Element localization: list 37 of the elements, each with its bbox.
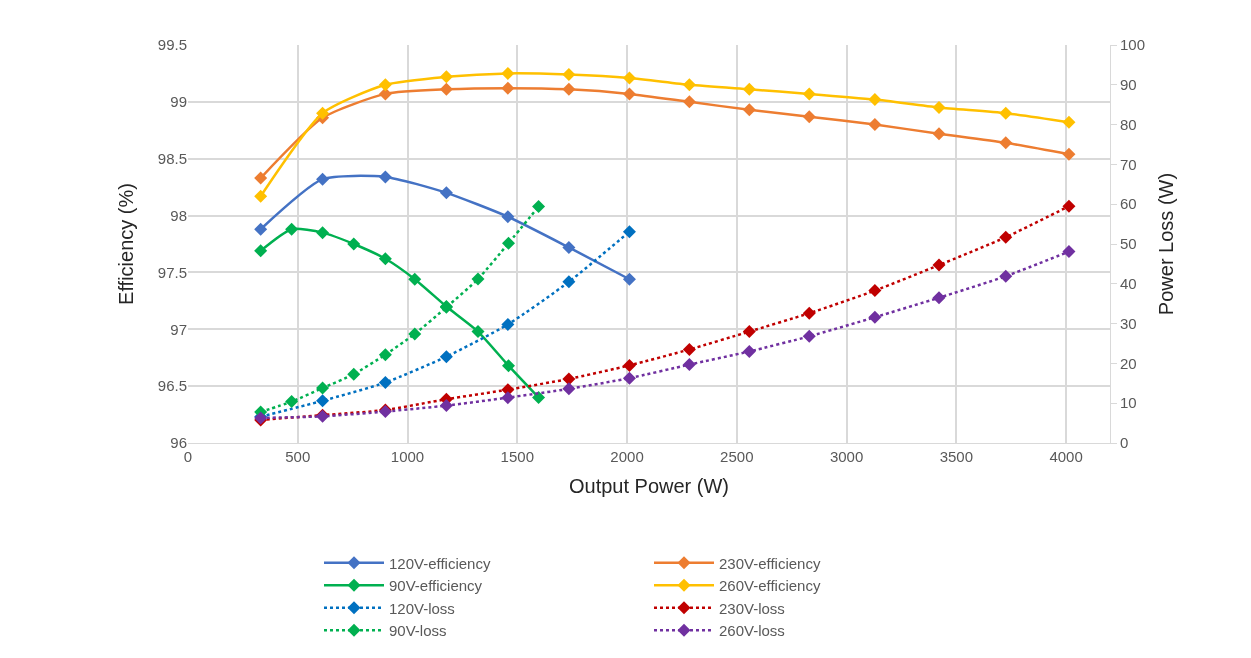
- y2-tick-label: 100: [1120, 36, 1146, 54]
- legend-label: 90V-loss: [389, 622, 447, 640]
- y2-tick-label: 20: [1120, 354, 1137, 372]
- legend-label: 260V-loss: [719, 622, 785, 640]
- legend-label: 260V-efficiency: [719, 577, 821, 595]
- legend-label: 230V-loss: [719, 599, 785, 617]
- y2-tick-label: 70: [1120, 155, 1137, 173]
- y-tick-label: 99: [170, 93, 187, 111]
- legend-label: 120V-loss: [389, 599, 455, 617]
- x-tick-label: 3000: [829, 448, 864, 465]
- x-tick-label: 500: [285, 448, 311, 465]
- x-tick-label: 2500: [720, 448, 754, 465]
- y-tick-label: 96.5: [157, 377, 187, 395]
- x-tick-label: 4000: [1049, 448, 1083, 465]
- y-tick-label: 99.5: [157, 36, 187, 54]
- y2-tick-label: 60: [1120, 195, 1137, 213]
- x-tick-label: 2000: [610, 448, 644, 465]
- y2-tick-label: 0: [1120, 434, 1129, 452]
- y2-tick-label: 50: [1120, 235, 1137, 253]
- x-axis-title: Output Power (W): [568, 474, 730, 497]
- legend-label: 230V-efficiency: [719, 554, 821, 572]
- y-tick-label: 98.5: [157, 149, 187, 167]
- y-tick-label: 98: [170, 206, 187, 224]
- legend-label: 120V-efficiency: [389, 554, 491, 572]
- x-tick-label: 1000: [390, 448, 425, 465]
- y-tick-label: 97: [170, 320, 187, 338]
- y2-tick-label: 80: [1120, 115, 1137, 133]
- x-tick-label: 3500: [939, 448, 974, 465]
- legend-label: 90V-efficiency: [389, 577, 483, 595]
- y2-tick-label: 30: [1120, 314, 1137, 332]
- y2-tick-label: 10: [1120, 394, 1137, 412]
- y-tick-label: 97.5: [157, 263, 187, 281]
- y2-tick-label: 40: [1120, 275, 1137, 293]
- y-axis-title: Efficiency (%): [115, 183, 138, 305]
- y2-axis-title: Power Loss (W): [1154, 172, 1177, 316]
- x-tick-label: 1500: [500, 448, 534, 465]
- y2-tick-label: 90: [1120, 76, 1137, 94]
